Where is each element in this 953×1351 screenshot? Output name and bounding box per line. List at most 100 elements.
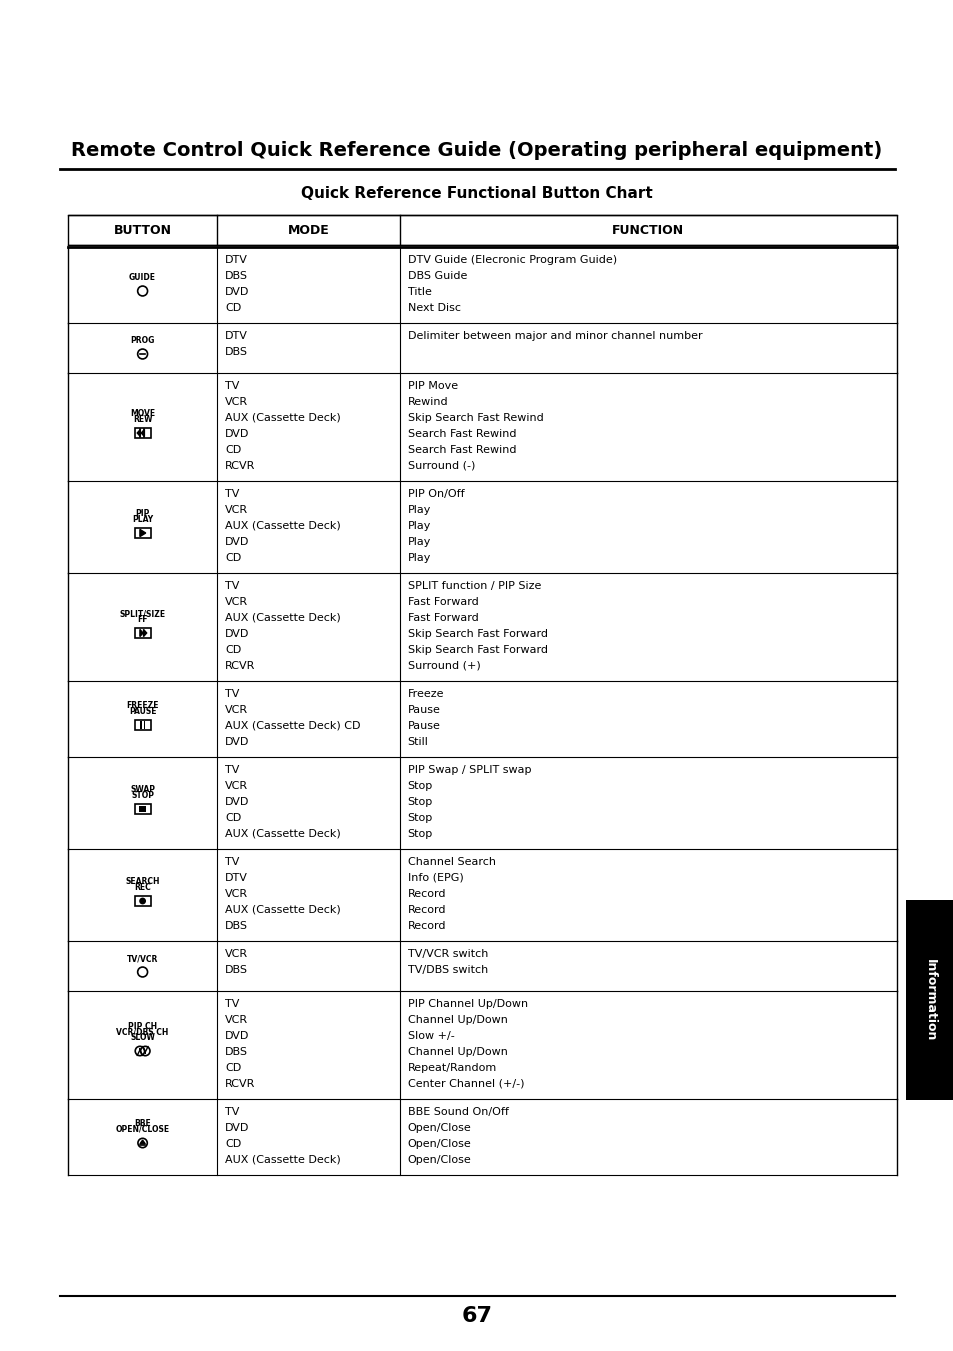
Text: SEARCH: SEARCH <box>125 878 160 886</box>
Text: TV/DBS switch: TV/DBS switch <box>407 965 487 975</box>
Text: BBE Sound On/Off: BBE Sound On/Off <box>407 1106 508 1117</box>
Text: Repeat/Random: Repeat/Random <box>407 1063 497 1073</box>
Text: VCR: VCR <box>225 397 248 407</box>
Text: DBS: DBS <box>225 1047 248 1056</box>
Text: Pause: Pause <box>407 705 440 715</box>
Text: Channel Search: Channel Search <box>407 857 495 867</box>
Text: BUTTON: BUTTON <box>113 223 172 236</box>
Text: CD: CD <box>225 1063 241 1073</box>
Text: MOVE: MOVE <box>130 409 155 419</box>
Text: RCVR: RCVR <box>225 1079 255 1089</box>
Polygon shape <box>140 630 143 636</box>
Text: FREEZE: FREEZE <box>126 701 159 711</box>
Text: PIP Swap / SPLIT swap: PIP Swap / SPLIT swap <box>407 765 531 775</box>
Text: PIP CH: PIP CH <box>128 1021 157 1031</box>
Text: OPEN/CLOSE: OPEN/CLOSE <box>115 1125 170 1133</box>
Text: TV: TV <box>225 689 239 698</box>
Text: PIP Channel Up/Down: PIP Channel Up/Down <box>407 998 527 1009</box>
Text: TV: TV <box>225 1106 239 1117</box>
Text: FUNCTION: FUNCTION <box>612 223 683 236</box>
Text: PROG: PROG <box>131 336 154 345</box>
Text: AUX (Cassette Deck): AUX (Cassette Deck) <box>225 830 340 839</box>
Bar <box>134 804 151 815</box>
Text: Play: Play <box>407 553 431 563</box>
Text: Channel Up/Down: Channel Up/Down <box>407 1015 507 1025</box>
Text: AUX (Cassette Deck): AUX (Cassette Deck) <box>225 613 340 623</box>
Text: AUX (Cassette Deck): AUX (Cassette Deck) <box>225 413 340 423</box>
Bar <box>134 528 151 539</box>
Text: Rewind: Rewind <box>407 397 448 407</box>
Text: Play: Play <box>407 536 431 547</box>
Text: PIP Move: PIP Move <box>407 381 457 390</box>
Text: Skip Search Fast Forward: Skip Search Fast Forward <box>407 630 547 639</box>
Bar <box>139 805 146 812</box>
Text: AUX (Cassette Deck) CD: AUX (Cassette Deck) CD <box>225 721 360 731</box>
Text: Open/Close: Open/Close <box>407 1139 471 1148</box>
Text: Surround (-): Surround (-) <box>407 461 475 471</box>
Text: DVD: DVD <box>225 1123 250 1133</box>
Text: CD: CD <box>225 1139 241 1148</box>
Text: DBS: DBS <box>225 272 248 281</box>
Polygon shape <box>140 1140 145 1144</box>
Text: CD: CD <box>225 813 241 823</box>
Text: DVD: DVD <box>225 536 250 547</box>
Text: REW: REW <box>132 415 152 424</box>
Text: VCR: VCR <box>225 597 248 607</box>
Text: AUX (Cassette Deck): AUX (Cassette Deck) <box>225 905 340 915</box>
Text: Fast Forward: Fast Forward <box>407 597 477 607</box>
Polygon shape <box>143 630 147 636</box>
Text: TV/VCR switch: TV/VCR switch <box>407 948 488 959</box>
Text: STOP: STOP <box>131 790 154 800</box>
Text: VCR: VCR <box>225 781 248 790</box>
Polygon shape <box>140 530 146 536</box>
Polygon shape <box>141 430 144 436</box>
Text: VCR: VCR <box>225 505 248 515</box>
Text: RCVR: RCVR <box>225 461 255 471</box>
Text: DVD: DVD <box>225 430 250 439</box>
Text: Play: Play <box>407 505 431 515</box>
Text: DTV: DTV <box>225 331 248 340</box>
Text: DBS: DBS <box>225 965 248 975</box>
Text: AUX (Cassette Deck): AUX (Cassette Deck) <box>225 521 340 531</box>
Text: Next Disc: Next Disc <box>407 303 460 313</box>
Text: Center Channel (+/-): Center Channel (+/-) <box>407 1079 523 1089</box>
Bar <box>134 896 151 907</box>
Text: TV: TV <box>225 857 239 867</box>
Text: Record: Record <box>407 921 446 931</box>
Text: DBS: DBS <box>225 347 248 357</box>
Text: SLOW: SLOW <box>130 1034 155 1042</box>
Text: DVD: DVD <box>225 630 250 639</box>
Text: Freeze: Freeze <box>407 689 444 698</box>
Text: DVD: DVD <box>225 738 250 747</box>
Text: Channel Up/Down: Channel Up/Down <box>407 1047 507 1056</box>
Text: MODE: MODE <box>287 223 329 236</box>
Text: VCR: VCR <box>225 1015 248 1025</box>
Text: TV: TV <box>225 581 239 590</box>
Text: Stop: Stop <box>407 813 433 823</box>
Text: Skip Search Fast Forward: Skip Search Fast Forward <box>407 644 547 655</box>
Text: PLAY: PLAY <box>132 515 153 524</box>
Text: CD: CD <box>225 444 241 455</box>
Text: Info (EPG): Info (EPG) <box>407 873 463 884</box>
Text: Stop: Stop <box>407 797 433 807</box>
Text: Pause: Pause <box>407 721 440 731</box>
Bar <box>905 900 953 1100</box>
Text: VCR: VCR <box>225 889 248 898</box>
Text: 67: 67 <box>461 1306 492 1325</box>
Text: TV: TV <box>225 765 239 775</box>
Text: Fast Forward: Fast Forward <box>407 613 477 623</box>
Text: SWAP: SWAP <box>130 785 155 794</box>
Text: Play: Play <box>407 521 431 531</box>
Text: Stop: Stop <box>407 830 433 839</box>
Text: CD: CD <box>225 303 241 313</box>
Text: TV: TV <box>225 381 239 390</box>
Text: DTV: DTV <box>225 873 248 884</box>
Text: DVD: DVD <box>225 1031 250 1042</box>
Text: Remote Control Quick Reference Guide (Operating peripheral equipment): Remote Control Quick Reference Guide (Op… <box>71 142 882 161</box>
Text: Open/Close: Open/Close <box>407 1155 471 1165</box>
Text: VCR: VCR <box>225 948 248 959</box>
Text: Delimiter between major and minor channel number: Delimiter between major and minor channe… <box>407 331 701 340</box>
Text: Search Fast Rewind: Search Fast Rewind <box>407 444 516 455</box>
Text: TV/VCR: TV/VCR <box>127 954 158 963</box>
Text: Still: Still <box>407 738 428 747</box>
